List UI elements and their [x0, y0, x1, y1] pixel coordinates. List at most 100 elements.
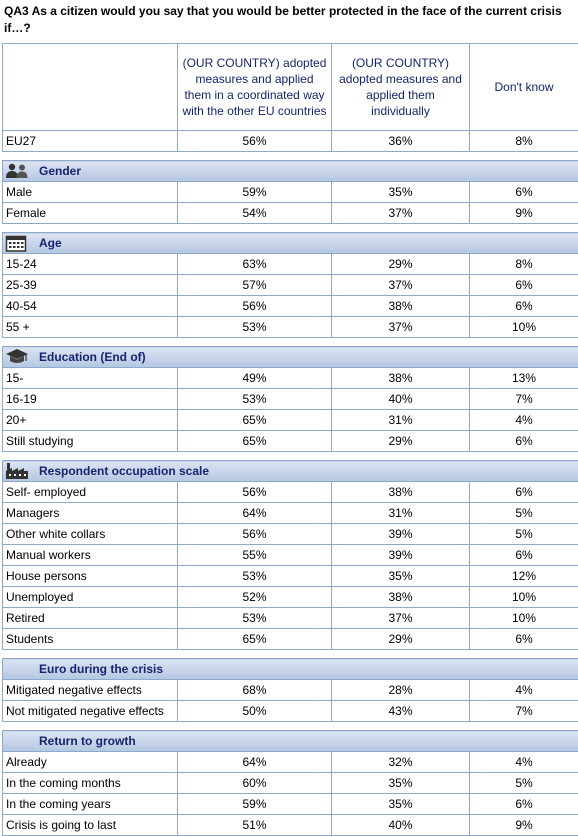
row-label: Already	[3, 752, 178, 773]
cell-value: 5%	[470, 524, 578, 545]
section-header-content: Return to growth	[3, 731, 578, 751]
cell-value: 68%	[178, 680, 332, 701]
cell-value: 43%	[332, 701, 470, 722]
section-header-content: Respondent occupation scale	[3, 461, 578, 481]
cell-value: 9%	[470, 203, 578, 224]
cell-value: 4%	[470, 752, 578, 773]
cell-value: 6%	[470, 482, 578, 503]
cell-value: 57%	[178, 275, 332, 296]
column-header-dont-know: Don't know	[470, 44, 578, 131]
cell-value: 31%	[332, 410, 470, 431]
row-label: Female	[3, 203, 178, 224]
cell-value: 55%	[178, 545, 332, 566]
calendar-icon	[3, 233, 35, 253]
row-label: EU27	[3, 131, 178, 152]
row-label: Other white collars	[3, 524, 178, 545]
cell-value: 36%	[332, 131, 470, 152]
cell-value: 59%	[178, 794, 332, 815]
header-blank-cell	[3, 44, 178, 131]
row-label: Self- employed	[3, 482, 178, 503]
section-header-content: Age	[3, 233, 578, 253]
cell-value: 53%	[178, 566, 332, 587]
cell-value: 56%	[178, 131, 332, 152]
row-label: Retired	[3, 608, 178, 629]
cell-value: 5%	[470, 773, 578, 794]
section-spacer	[3, 722, 578, 731]
cell-value: 53%	[178, 608, 332, 629]
section-spacer	[3, 338, 578, 347]
cell-value: 6%	[470, 629, 578, 650]
row-label: Managers	[3, 503, 178, 524]
table-row: 55 +53%37%10%	[3, 317, 578, 338]
cell-value: 10%	[470, 608, 578, 629]
section-header-content: Education (End of)	[3, 347, 578, 367]
section-spacer	[3, 650, 578, 659]
table-row: 15-49%38%13%	[3, 368, 578, 389]
cell-value: 29%	[332, 431, 470, 452]
section-header-content: Gender	[3, 161, 578, 181]
cell-value: 29%	[332, 629, 470, 650]
column-header-coordinated: (OUR COUNTRY) adopted measures and appli…	[178, 44, 332, 131]
cell-value: 6%	[470, 545, 578, 566]
cell-value: 7%	[470, 701, 578, 722]
cell-value: 35%	[332, 182, 470, 203]
section-title: Return to growth	[39, 734, 136, 748]
cell-value: 35%	[332, 794, 470, 815]
people-icon	[3, 161, 35, 181]
cell-value: 31%	[332, 503, 470, 524]
cell-value: 56%	[178, 482, 332, 503]
cell-value: 56%	[178, 524, 332, 545]
cell-value: 6%	[470, 275, 578, 296]
row-label: Manual workers	[3, 545, 178, 566]
cell-value: 49%	[178, 368, 332, 389]
section-header-cell: Education (End of)	[3, 347, 578, 368]
section-header-return-to-growth: Return to growth	[3, 731, 578, 752]
cell-value: 8%	[470, 254, 578, 275]
cell-value: 6%	[470, 431, 578, 452]
cell-value: 52%	[178, 587, 332, 608]
cell-value: 32%	[332, 752, 470, 773]
cell-value: 56%	[178, 296, 332, 317]
cell-value: 64%	[178, 503, 332, 524]
row-label: 15-24	[3, 254, 178, 275]
row-label: 20+	[3, 410, 178, 431]
spacer-cell	[3, 224, 578, 233]
cell-value: 12%	[470, 566, 578, 587]
section-icon-placeholder	[3, 659, 35, 679]
section-header-cell: Respondent occupation scale	[3, 461, 578, 482]
row-label: Mitigated negative effects	[3, 680, 178, 701]
section-header-euro-during-the-crisis: Euro during the crisis	[3, 659, 578, 680]
cell-value: 6%	[470, 296, 578, 317]
cell-value: 60%	[178, 773, 332, 794]
cell-value: 59%	[178, 182, 332, 203]
cell-value: 35%	[332, 773, 470, 794]
cell-value: 35%	[332, 566, 470, 587]
spacer-cell	[3, 722, 578, 731]
cell-value: 7%	[470, 389, 578, 410]
cell-value: 37%	[332, 203, 470, 224]
section-header-cell: Age	[3, 233, 578, 254]
graduation-cap-icon	[3, 347, 35, 367]
cell-value: 54%	[178, 203, 332, 224]
spacer-cell	[3, 152, 578, 161]
cell-value: 65%	[178, 410, 332, 431]
cell-value: 13%	[470, 368, 578, 389]
row-label: Unemployed	[3, 587, 178, 608]
cell-value: 37%	[332, 275, 470, 296]
section-header-education-end-of: Education (End of)	[3, 347, 578, 368]
section-header-age: Age	[3, 233, 578, 254]
